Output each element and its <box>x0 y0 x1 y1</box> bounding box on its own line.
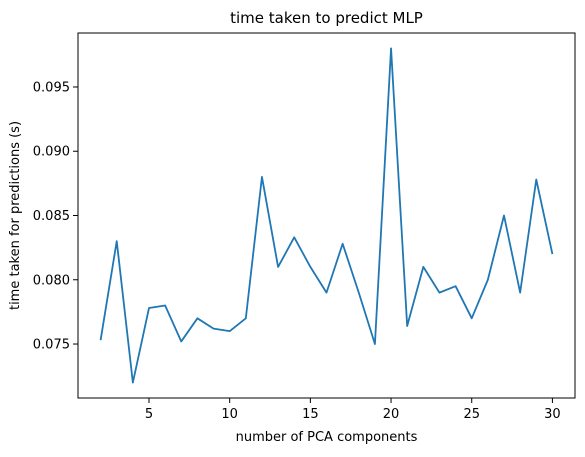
y-tick-label: 0.075 <box>33 338 70 353</box>
x-axis-label: number of PCA components <box>236 430 418 445</box>
plot-frame <box>77 32 576 399</box>
y-tick-label: 0.080 <box>33 273 70 288</box>
y-tick-label: 0.085 <box>33 209 70 224</box>
chart-title: time taken to predict MLP <box>230 9 423 27</box>
y-tick-label: 0.095 <box>33 80 70 95</box>
x-tick-label: 30 <box>544 407 561 422</box>
plot-area <box>99 47 554 384</box>
x-tick-label: 20 <box>383 407 400 422</box>
x-tick-label: 15 <box>302 407 319 422</box>
x-tick-label: 10 <box>221 407 238 422</box>
y-tick-label: 0.090 <box>33 145 70 160</box>
axis-ticks: 5 10 15 20 25 30 0.075 0.080 0.085 0.090 0.095 <box>33 80 561 422</box>
x-tick-label: 5 <box>145 407 153 422</box>
series-line <box>99 47 554 384</box>
y-axis-label: time taken for predictions (s) <box>8 121 23 310</box>
x-tick-label: 25 <box>463 407 480 422</box>
